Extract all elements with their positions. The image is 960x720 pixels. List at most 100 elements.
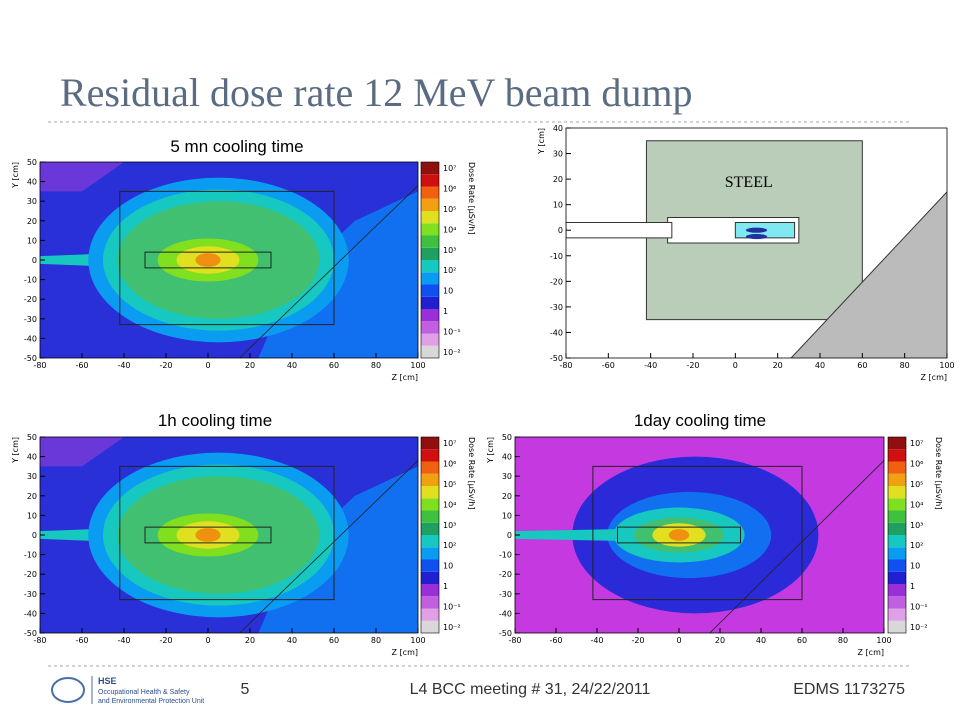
y-tick-label: 30 <box>502 472 512 481</box>
x-tick-label: -40 <box>590 636 603 645</box>
outline <box>239 185 418 358</box>
region <box>515 529 618 541</box>
y-tick-label: -40 <box>24 334 37 343</box>
colorbar-cell <box>421 333 439 346</box>
y-tick-label: 40 <box>502 453 512 462</box>
x-axis-label: Z [cm] <box>858 648 884 657</box>
plot-caption: 1day cooling time <box>634 411 766 430</box>
colorbar-cell <box>421 596 439 609</box>
colorbar-cell <box>421 198 439 211</box>
colorbar-cell <box>421 608 439 621</box>
page-number: 5 <box>241 681 250 698</box>
x-tick-label: 20 <box>245 361 255 370</box>
edms: EDMS 1173275 <box>793 681 905 698</box>
annotation: STEEL <box>725 174 773 191</box>
x-tick-label: 60 <box>329 636 339 645</box>
colorbar-tick-label: 10⁻¹ <box>443 328 461 337</box>
plot-area <box>40 437 418 633</box>
plot-caption: 5 mn cooling time <box>170 137 303 156</box>
colorbar-cell <box>421 486 439 499</box>
y-tick-label: 20 <box>553 175 563 184</box>
colorbar-tick-label: 10⁴ <box>443 225 456 234</box>
y-tick-label: 0 <box>558 226 563 235</box>
dose-region <box>745 234 768 240</box>
x-tick-label: 100 <box>876 636 891 645</box>
colorbar-tick-label: 10⁻² <box>910 623 928 632</box>
x-tick-label: 40 <box>287 361 297 370</box>
colorbar-tick-label: 10³ <box>443 521 456 530</box>
colorbar-tick-label: 10² <box>443 266 456 275</box>
y-tick-label: -20 <box>550 277 563 286</box>
colorbar-label: Dose Rate [µSv/h] <box>934 437 943 509</box>
colorbar-cell <box>421 211 439 224</box>
colorbar-tick-label: 1 <box>443 307 448 316</box>
logo-line: and Environmental Protection Unit <box>98 698 204 705</box>
x-axis-label: Z [cm] <box>392 648 418 657</box>
colorbar-tick-label: 10 <box>443 287 453 296</box>
y-tick-label: 0 <box>507 531 512 540</box>
y-tick-label: 0 <box>32 256 37 265</box>
colorbar-tick-label: 10⁶ <box>443 184 456 193</box>
colorbar-tick-label: 10⁷ <box>443 439 456 448</box>
x-tick-label: 40 <box>815 361 825 370</box>
x-tick-label: -40 <box>117 636 130 645</box>
colorbar-cell <box>888 473 906 486</box>
region <box>119 190 335 326</box>
meeting: L4 BCC meeting # 31, 24/22/2011 <box>410 681 651 698</box>
x-tick-label: 0 <box>205 636 210 645</box>
colorbar-frame <box>420 161 440 359</box>
colorbar-cell <box>421 498 439 511</box>
region <box>40 162 124 192</box>
x-tick-label: -20 <box>686 361 699 370</box>
x-tick-label: 100 <box>410 636 425 645</box>
outline <box>239 460 418 633</box>
colorbar-cell <box>421 321 439 334</box>
colorbar-cell <box>421 620 439 633</box>
y-axis-label: Y [cm] <box>537 128 546 155</box>
x-tick-label: -40 <box>644 361 657 370</box>
y-axis-label: Y [cm] <box>486 437 495 464</box>
frame <box>565 127 948 359</box>
y-axis-label: Y [cm] <box>11 437 20 464</box>
colorbar-tick-label: 10⁴ <box>910 500 923 509</box>
colorbar-cell <box>421 473 439 486</box>
cern-logo <box>51 677 85 703</box>
colorbar-tick-label: 10 <box>443 562 453 571</box>
colorbar-frame <box>420 436 440 634</box>
colorbar-cell <box>421 162 439 175</box>
y-tick-label: -10 <box>24 551 37 560</box>
y-tick-label: 20 <box>27 492 37 501</box>
x-tick-label: 0 <box>733 361 738 370</box>
colorbar-cell <box>421 437 439 450</box>
colorbar-cell <box>888 620 906 633</box>
y-tick-label: -30 <box>499 590 512 599</box>
y-tick-label: -50 <box>24 354 37 363</box>
dose-region <box>195 253 221 267</box>
x-tick-label: 80 <box>371 361 381 370</box>
plot-area <box>40 162 418 358</box>
slide-title: Residual dose rate 12 MeV beam dump <box>60 70 692 115</box>
x-tick-label: 100 <box>939 361 954 370</box>
x-tick-label: -60 <box>75 361 88 370</box>
colorbar-cell <box>421 461 439 474</box>
logo-title: HSE <box>98 676 117 686</box>
y-tick-label: -30 <box>24 590 37 599</box>
colorbar-tick-label: 10⁻² <box>443 348 461 357</box>
colorbar-cell <box>421 510 439 523</box>
plot-area: STEEL <box>566 128 947 358</box>
y-tick-label: 40 <box>27 178 37 187</box>
colorbar-cell <box>421 223 439 236</box>
plot-caption: 1h cooling time <box>158 411 272 430</box>
colorbar-cell <box>888 522 906 535</box>
x-tick-label: -40 <box>117 361 130 370</box>
x-axis-label: Z [cm] <box>921 373 947 382</box>
colorbar-cell <box>421 247 439 260</box>
y-tick-label: 10 <box>27 236 37 245</box>
colorbar-tick-label: 10³ <box>443 246 456 255</box>
x-tick-label: -80 <box>33 361 46 370</box>
colorbar-cell <box>421 584 439 597</box>
y-tick-label: -40 <box>499 609 512 618</box>
colorbar-label: Dose Rate [µSv/h] <box>467 437 476 509</box>
plot-area <box>515 437 884 633</box>
dose-region <box>745 227 768 233</box>
